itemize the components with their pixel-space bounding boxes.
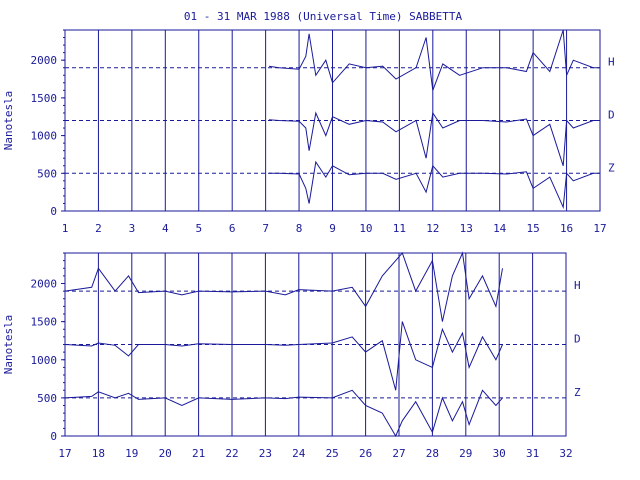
x-tick-label: 26 xyxy=(359,447,372,460)
x-tick-label: 3 xyxy=(129,222,136,235)
component-label-h: H xyxy=(608,56,615,69)
x-tick-label: 21 xyxy=(192,447,205,460)
x-tick-label: 5 xyxy=(195,222,202,235)
x-tick-label: 29 xyxy=(459,447,472,460)
y-tick-label: 0 xyxy=(50,430,57,443)
y-tick-label: 0 xyxy=(50,205,57,218)
x-tick-label: 28 xyxy=(426,447,439,460)
y-tick-label: 1000 xyxy=(31,354,58,367)
x-tick-label: 27 xyxy=(392,447,405,460)
series-line-z xyxy=(269,160,600,210)
y-tick-label: 1000 xyxy=(31,130,58,143)
x-tick-label: 9 xyxy=(329,222,336,235)
component-label-d: D xyxy=(608,109,615,122)
x-tick-label: 12 xyxy=(426,222,439,235)
x-tick-label: 15 xyxy=(527,222,540,235)
y-axis-title: Nanotesla xyxy=(2,91,15,151)
x-tick-label: 17 xyxy=(58,447,71,460)
x-tick-label: 11 xyxy=(393,222,406,235)
x-tick-label: 6 xyxy=(229,222,236,235)
upper-panel: 1 2 3 4 5 6 7 8 9 10 11 12 13 14 15 16 17050010001500200… xyxy=(2,29,615,235)
y-tick-label: 500 xyxy=(37,392,57,405)
x-tick-label: 10 xyxy=(359,222,372,235)
y-tick-label: 2000 xyxy=(31,54,58,67)
component-label-z: Z xyxy=(574,386,581,399)
y-tick-label: 1500 xyxy=(31,316,58,329)
x-tick-label: 1 xyxy=(62,222,69,235)
series-line-d xyxy=(268,111,600,166)
x-tick-label: 17 xyxy=(593,222,606,235)
series-line-d xyxy=(64,321,503,391)
series-line-z xyxy=(64,389,503,438)
x-tick-label: 14 xyxy=(493,222,507,235)
x-tick-label: 2 xyxy=(95,222,102,235)
x-tick-label: 30 xyxy=(493,447,506,460)
x-tick-label: 8 xyxy=(296,222,303,235)
chart-title: 01 - 31 MAR 1988 (Universal Time) SABBET… xyxy=(184,10,463,23)
series-line-h xyxy=(64,251,503,322)
y-tick-label: 500 xyxy=(37,167,57,180)
x-tick-label: 25 xyxy=(326,447,339,460)
x-tick-label: 7 xyxy=(262,222,269,235)
x-tick-label: 4 xyxy=(162,222,169,235)
x-tick-label: 22 xyxy=(225,447,238,460)
component-label-z: Z xyxy=(608,161,615,174)
x-tick-label: 18 xyxy=(92,447,105,460)
component-label-h: H xyxy=(574,279,581,292)
x-tick-label: 13 xyxy=(460,222,473,235)
x-tick-label: 24 xyxy=(292,447,306,460)
component-label-d: D xyxy=(574,333,581,346)
x-tick-label: 16 xyxy=(560,222,573,235)
x-tick-label: 31 xyxy=(526,447,539,460)
y-tick-label: 2000 xyxy=(31,278,58,291)
x-tick-label: 20 xyxy=(159,447,172,460)
x-tick-label: 19 xyxy=(125,447,138,460)
y-tick-label: 1500 xyxy=(31,92,58,105)
lower-panel: 17 18 19 20 21 22 23 24 25 26 27 28 29 30 31 32 0 500 1000… xyxy=(2,251,581,460)
series-line-h xyxy=(268,29,600,91)
x-tick-label: 32 xyxy=(559,447,572,460)
y-axis-title: Nanotesla xyxy=(2,315,15,375)
x-tick-label: 23 xyxy=(259,447,272,460)
